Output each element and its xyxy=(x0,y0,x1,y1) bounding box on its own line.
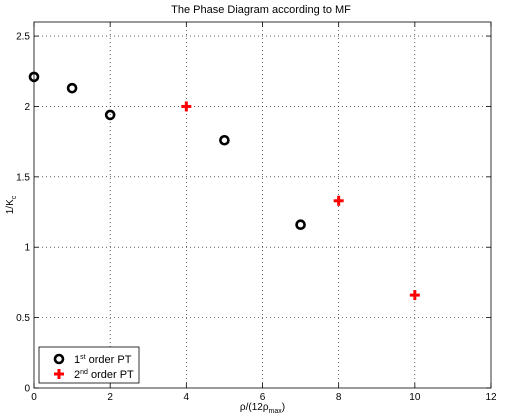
chart-title: The Phase Diagram according to MF xyxy=(171,4,351,16)
x-tick-label: 8 xyxy=(336,392,342,403)
legend-label-first-order-pre: 1 xyxy=(74,354,80,366)
x-axis-label-base: ρ/(12ρ xyxy=(240,402,269,413)
x-tick-label: 6 xyxy=(260,392,266,403)
legend-box xyxy=(38,346,140,384)
y-tick-label: 2.5 xyxy=(16,32,30,43)
y-tick-label: 1 xyxy=(24,243,30,254)
first-order-pt-point xyxy=(219,134,230,146)
second-order-pt-point xyxy=(181,101,192,112)
x-tick-label: 10 xyxy=(409,392,421,403)
first-order-pt-point xyxy=(28,71,40,83)
x-axis-label-tail: ) xyxy=(282,402,285,413)
y-tick-label: 1.5 xyxy=(16,172,30,183)
legend-label-first-order-post: order PT xyxy=(86,354,132,366)
first-order-pt-point xyxy=(66,82,78,94)
first-order-pt-point xyxy=(104,109,116,121)
x-axis-label-sub: max xyxy=(269,408,283,415)
legend-marker-first-order xyxy=(53,353,65,365)
x-tick-label: 12 xyxy=(485,392,497,403)
legend-label-first-order: 1st order PT xyxy=(74,354,132,366)
legend-circle-marker xyxy=(53,353,65,365)
y-axis-label-base: 1/K xyxy=(5,199,16,214)
legend-marker-second-order xyxy=(54,369,64,379)
x-tick-label: 0 xyxy=(31,392,37,403)
grid-lines xyxy=(34,22,491,388)
y-tick-label: 2 xyxy=(24,102,30,113)
first-order-pt-point xyxy=(295,219,306,231)
x-tick-labels: 0 2 4 6 8 10 12 xyxy=(31,392,497,403)
x-axis-label: ρ/(12ρmax) xyxy=(240,402,285,415)
data-markers xyxy=(28,71,420,301)
legend-label-second-order: 2nd order PT xyxy=(74,369,134,381)
second-order-pt-point xyxy=(409,290,420,301)
x-tick-label: 2 xyxy=(107,392,113,403)
y-tick-labels: 0 0.5 1 1.5 2 2.5 xyxy=(16,32,30,395)
axis-ticks xyxy=(33,22,492,389)
y-axis-label: 1/Kc xyxy=(5,195,18,214)
y-tick-label: 0 xyxy=(24,384,30,395)
second-order-pt-point xyxy=(333,195,344,206)
legend-label-second-order-pre: 2 xyxy=(74,369,80,381)
legend-label-second-order-sup: nd xyxy=(80,369,88,376)
x-tick-label: 4 xyxy=(184,392,190,403)
legend-plus-marker xyxy=(54,369,64,379)
legend: 1st order PT 2nd order PT xyxy=(38,346,140,384)
y-axis-label-sub: c xyxy=(11,195,18,199)
legend-label-second-order-post: order PT xyxy=(88,369,134,381)
legend-label-first-order-sup: st xyxy=(80,354,86,361)
y-tick-label: 0.5 xyxy=(16,313,30,324)
